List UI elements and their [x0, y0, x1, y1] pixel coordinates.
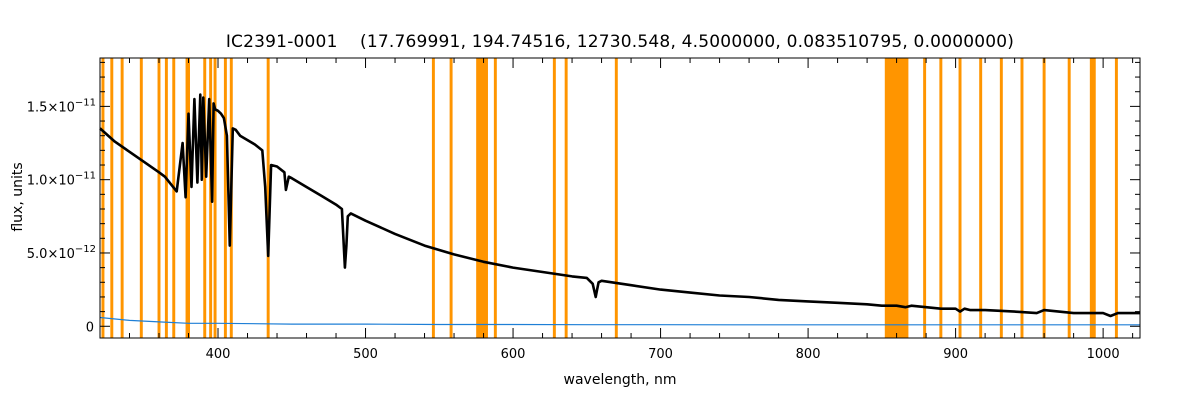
masked-bands	[101, 58, 1118, 338]
flux-line	[99, 93, 1140, 318]
masked-band	[999, 58, 1003, 338]
chart-title: IC2391-0001 (17.769991, 194.74516, 12730…	[225, 32, 1015, 52]
x-tick-label: 700	[648, 347, 673, 362]
masked-band	[431, 58, 435, 338]
x-tick-label: 1000	[1087, 347, 1120, 362]
x-tick-label: 800	[796, 347, 821, 362]
masked-band	[110, 58, 114, 338]
y-tick-label: 0	[86, 320, 94, 335]
masked-band	[552, 58, 556, 338]
masked-band	[564, 58, 568, 338]
x-axis-label: wavelength, nm	[563, 372, 677, 388]
masked-band	[923, 58, 927, 338]
masked-band	[449, 58, 453, 338]
masked-band	[185, 58, 190, 338]
masked-band	[1067, 58, 1071, 338]
masked-band	[1114, 58, 1118, 338]
y-tick-label: 1.5×10−11	[27, 97, 96, 115]
masked-band	[979, 58, 983, 338]
masked-band	[614, 58, 618, 338]
masked-band	[223, 58, 227, 338]
masked-band	[884, 58, 909, 338]
x-tick-label: 600	[501, 347, 526, 362]
masked-band	[157, 58, 161, 338]
masked-band	[266, 58, 270, 338]
plot-frame	[99, 57, 1141, 339]
y-tick-label: 1.0×10−11	[27, 171, 96, 189]
masked-band	[203, 58, 207, 338]
masked-band	[939, 58, 943, 338]
x-tick-label: 400	[206, 347, 231, 362]
x-tick-label: 500	[353, 347, 378, 362]
masked-band	[164, 58, 168, 338]
masked-band	[493, 58, 497, 338]
masked-band	[1042, 58, 1046, 338]
y-tick-label: 5.0×10−12	[27, 244, 96, 262]
masked-band	[101, 58, 105, 338]
masked-band	[209, 58, 213, 338]
masked-band	[958, 58, 962, 338]
masked-band	[1089, 58, 1096, 338]
masked-band	[139, 58, 143, 338]
masked-band	[1020, 58, 1024, 338]
masked-band	[172, 58, 176, 338]
masked-band	[476, 58, 488, 338]
error-line	[99, 316, 1140, 326]
x-tick-label: 900	[943, 347, 968, 362]
spectrum-series	[99, 93, 1140, 326]
masked-band	[213, 58, 217, 338]
masked-band	[120, 58, 124, 338]
